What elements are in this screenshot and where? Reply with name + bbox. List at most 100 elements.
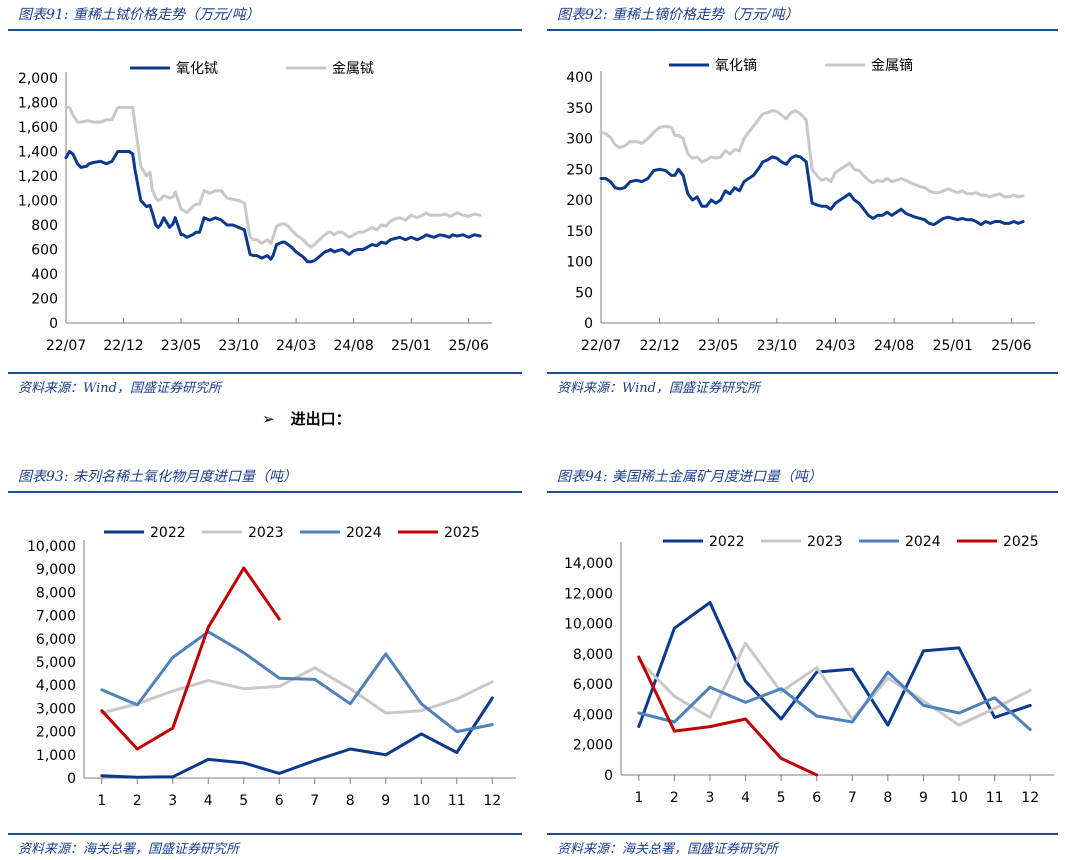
y-tick-label: 2,000 xyxy=(36,725,76,741)
figure-93-chart: 0 1,000 2,000 3,000 4,000 5,000 6,000 7,000 8,00… xyxy=(27,525,516,809)
x-tick-label: 10 xyxy=(950,790,968,806)
series-line-2024 xyxy=(100,630,494,734)
y-tick-label: 100 xyxy=(566,255,593,271)
x-tick-label: 1 xyxy=(634,790,643,806)
y-tick-label: 1,600 xyxy=(18,120,58,136)
y-tick-label: 50 xyxy=(575,285,593,301)
figure-91-caption: 图表91: 重稀土铽价格走势（万元/吨） xyxy=(18,7,260,23)
y-tick-label: 8,000 xyxy=(573,647,613,663)
x-tick-label: 7 xyxy=(848,790,857,806)
series-line-金属镝 xyxy=(599,109,1025,199)
y-tick-label: 300 xyxy=(566,132,593,148)
y-tick-label: 6,000 xyxy=(36,632,76,648)
y-tick-label: 0 xyxy=(49,316,58,332)
arrow-bullet-icon: ➢ xyxy=(262,410,275,428)
figure-93-bottom-rule xyxy=(8,833,522,835)
legend-label: 2025 xyxy=(1003,534,1039,550)
legend-label: 2022 xyxy=(709,534,745,550)
y-tick-label: 250 xyxy=(566,162,593,178)
y-tick-label: 2,000 xyxy=(18,71,58,87)
x-tick-label: 6 xyxy=(812,790,821,806)
y-tick-label: 8,000 xyxy=(36,585,76,601)
figure-93-source: 资料来源：海关总署，国盛证券研究所 xyxy=(18,842,240,857)
y-tick-label: 4,000 xyxy=(36,678,76,694)
y-tick-label: 1,000 xyxy=(36,748,76,764)
y-tick-label: 1,400 xyxy=(18,145,58,161)
y-tick-label: 200 xyxy=(566,193,593,209)
x-tick-label: 9 xyxy=(381,793,390,809)
legend-label: 2025 xyxy=(444,525,480,541)
series-line-2025 xyxy=(637,655,819,777)
legend-label: 2024 xyxy=(905,534,941,550)
x-tick-label: 24/03 xyxy=(276,338,316,354)
x-tick-label: 22/12 xyxy=(639,338,679,354)
x-tick-label: 12 xyxy=(483,793,501,809)
y-tick-label: 350 xyxy=(566,101,593,117)
x-tick-label: 22/07 xyxy=(581,338,621,354)
figure-92-chart: 0 50 100 150 200 250 300 350 400 22/07 22/12 23/05 2… xyxy=(566,57,1035,354)
series-line-2025 xyxy=(100,566,281,751)
y-tick-label: 6,000 xyxy=(573,677,613,693)
legend-label: 2023 xyxy=(248,525,284,541)
x-tick-label: 1 xyxy=(97,793,106,809)
figure-92-top-rule xyxy=(547,29,1058,31)
x-tick-label: 6 xyxy=(275,793,284,809)
legend-label: 2023 xyxy=(807,534,843,550)
x-tick-label: 23/05 xyxy=(161,338,201,354)
x-tick-label: 22/12 xyxy=(103,338,143,354)
series-line-金属铽 xyxy=(64,105,482,249)
x-tick-label: 25/06 xyxy=(991,338,1031,354)
x-tick-label: 3 xyxy=(168,793,177,809)
legend-label: 氧化铽 xyxy=(176,61,218,77)
figure-91-source: 资料来源：Wind，国盛证券研究所 xyxy=(18,381,221,396)
figure-92-bottom-rule xyxy=(547,372,1058,374)
y-tick-label: 150 xyxy=(566,224,593,240)
x-tick-label: 25/01 xyxy=(391,338,431,354)
figure-92-caption: 图表92: 重稀土镝价格走势（万元/吨） xyxy=(557,7,799,23)
legend-label: 2024 xyxy=(346,525,382,541)
y-tick-label: 0 xyxy=(67,771,76,787)
x-tick-label: 5 xyxy=(239,793,248,809)
series-line-氧化铽 xyxy=(64,150,482,264)
y-tick-label: 2,000 xyxy=(573,738,613,754)
legend-label: 2022 xyxy=(150,525,186,541)
y-tick-label: 5,000 xyxy=(36,655,76,671)
y-tick-label: 1,800 xyxy=(18,96,58,112)
figure-94-bottom-rule xyxy=(547,833,1058,835)
x-tick-label: 8 xyxy=(883,790,892,806)
y-tick-label: 12,000 xyxy=(564,586,613,602)
x-tick-label: 10 xyxy=(412,793,430,809)
x-tick-label: 24/03 xyxy=(815,338,855,354)
y-tick-label: 9,000 xyxy=(36,562,76,578)
section-heading: ➢ 进出口： xyxy=(262,408,351,429)
x-tick-label: 22/07 xyxy=(46,338,86,354)
y-tick-label: 600 xyxy=(31,243,58,259)
x-tick-label: 5 xyxy=(777,790,786,806)
x-tick-label: 4 xyxy=(741,790,750,806)
y-tick-label: 0 xyxy=(584,316,593,332)
x-tick-label: 12 xyxy=(1021,790,1039,806)
x-tick-label: 23/10 xyxy=(218,338,258,354)
figure-94-source: 资料来源：海关总署，国盛证券研究所 xyxy=(557,842,779,857)
y-tick-label: 10,000 xyxy=(27,539,76,555)
y-tick-label: 1,200 xyxy=(18,169,58,185)
figure-91-bottom-rule xyxy=(8,372,522,374)
x-tick-label: 23/10 xyxy=(757,338,797,354)
figure-94-chart: 0 2,000 4,000 6,000 8,000 10,000 12,000 14,000 1… xyxy=(564,534,1054,806)
figure-91-top-rule xyxy=(8,29,522,31)
figure-94-caption: 图表94: 美国稀土金属矿月度进口量（吨） xyxy=(557,469,822,485)
legend-label: 金属铽 xyxy=(332,61,374,77)
y-tick-label: 7,000 xyxy=(36,609,76,625)
series-line-氧化镝 xyxy=(599,154,1025,227)
y-tick-label: 3,000 xyxy=(36,701,76,717)
x-tick-label: 25/01 xyxy=(933,338,973,354)
figure-93-top-rule xyxy=(8,491,522,493)
series-line-2024 xyxy=(637,670,1032,732)
y-tick-label: 1,000 xyxy=(18,194,58,210)
y-tick-label: 400 xyxy=(566,70,593,86)
legend-label: 金属镝 xyxy=(871,57,913,74)
legend-label: 氧化镝 xyxy=(715,57,757,74)
y-tick-label: 200 xyxy=(31,292,58,308)
figure-92-source: 资料来源：Wind，国盛证券研究所 xyxy=(557,381,760,396)
x-tick-label: 9 xyxy=(919,790,928,806)
